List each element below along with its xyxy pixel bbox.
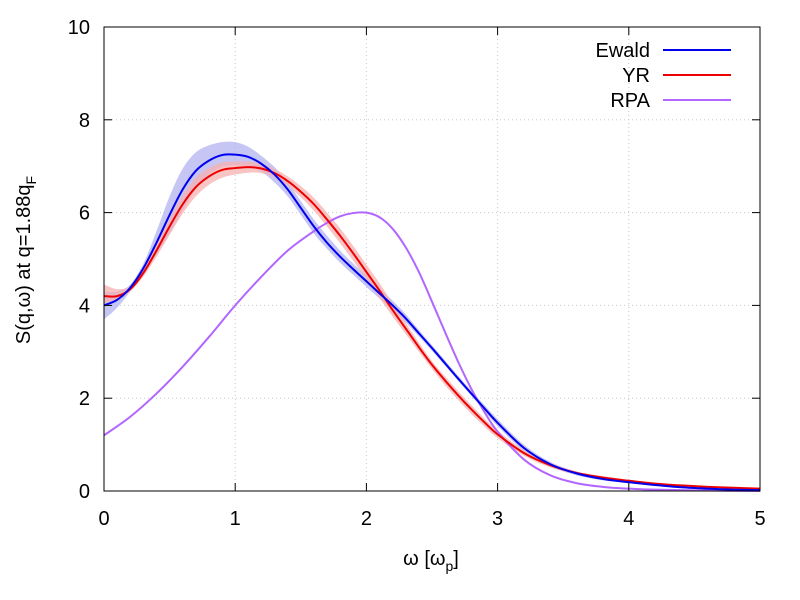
x-tick-label: 1 bbox=[230, 508, 241, 530]
x-tick-label: 4 bbox=[623, 508, 634, 530]
y-tick-label: 6 bbox=[79, 203, 90, 225]
x-tick-label: 5 bbox=[754, 508, 765, 530]
plot-frame bbox=[103, 26, 761, 492]
legend-label-ewald: Ewald bbox=[596, 40, 650, 62]
series-line-yr bbox=[103, 166, 761, 490]
error-band-yr bbox=[104, 161, 760, 490]
error-band-ewald bbox=[104, 141, 760, 491]
legend-label-rpa: RPA bbox=[610, 90, 650, 112]
y-axis-label: S(q,ω) at q=1.88qF bbox=[13, 176, 39, 344]
y-tick-label: 10 bbox=[68, 17, 90, 39]
series-line-ewald bbox=[103, 153, 761, 492]
y-tick-label: 2 bbox=[79, 388, 90, 410]
x-tick-label: 0 bbox=[98, 508, 109, 530]
y-tick-label: 0 bbox=[79, 481, 90, 503]
grid bbox=[104, 27, 760, 491]
x-axis-label: ω [ωp] bbox=[403, 548, 459, 574]
y-tick-label: 8 bbox=[79, 110, 90, 132]
legend: Ewald YR RPA bbox=[596, 40, 731, 112]
y-tick-label: 4 bbox=[79, 295, 90, 317]
legend-label-yr: YR bbox=[622, 65, 650, 87]
x-tick-label: 3 bbox=[492, 508, 503, 530]
x-tick-label: 2 bbox=[361, 508, 372, 530]
ticks: 0 1 2 3 4 5 0 2 4 6 8 10 bbox=[68, 17, 766, 530]
series-line-rpa bbox=[103, 211, 761, 492]
series-lines bbox=[103, 153, 761, 492]
error-bands bbox=[104, 141, 760, 491]
